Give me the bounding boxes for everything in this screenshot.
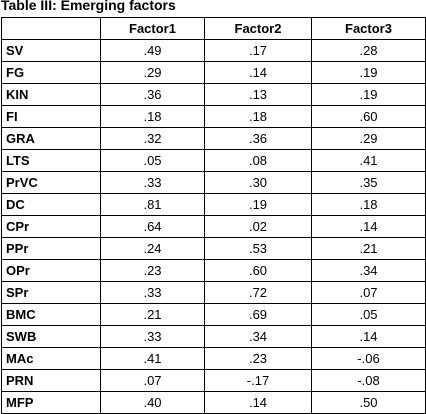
factor3-cell: .07 — [311, 281, 426, 304]
factor3-cell: .29 — [311, 127, 426, 150]
row-label-cell: SPr — [1, 281, 101, 304]
factor2-cell: -.17 — [204, 369, 312, 392]
row-label-cell: MFP — [1, 391, 101, 414]
factor3-cell: .28 — [311, 39, 426, 62]
table-row: CPr .64.02.14 — [1, 215, 426, 238]
factor2-cell: .72 — [204, 281, 312, 304]
factor1-cell: .07 — [100, 369, 205, 392]
table-row: SWB .33.34.14 — [1, 325, 426, 348]
factor3-cell: .21 — [311, 237, 426, 260]
factor2-cell: .14 — [204, 61, 312, 84]
factor2-cell: .34 — [204, 325, 312, 348]
factor1-cell: .23 — [100, 259, 205, 282]
table-row: OPr .23.60.34 — [1, 259, 426, 282]
factor1-cell: .29 — [100, 61, 205, 84]
header-cell-factor1: Factor1 — [100, 17, 205, 40]
table-row: SV .49.17.28 — [1, 39, 426, 62]
factor1-cell: .21 — [100, 303, 205, 326]
table-header: Factor1 Factor2 Factor3 — [1, 17, 426, 40]
header-cell-variable — [1, 17, 101, 40]
table-row: MAc .41.23 -.06 — [1, 347, 426, 370]
factor2-cell: .17 — [204, 39, 312, 62]
factor3-cell: .18 — [311, 193, 426, 216]
row-label-cell: CPr — [1, 215, 101, 238]
factor1-cell: .33 — [100, 171, 205, 194]
row-label-cell: MAc — [1, 347, 101, 370]
table-row: PPr .24.53.21 — [1, 237, 426, 260]
factor2-cell: .53 — [204, 237, 312, 260]
factor2-cell: .19 — [204, 193, 312, 216]
table-row: PRN .07 -.17 -.08 — [1, 369, 426, 392]
factor1-cell: .33 — [100, 325, 205, 348]
factor2-cell: .36 — [204, 127, 312, 150]
factor2-cell: .02 — [204, 215, 312, 238]
factor2-cell: .60 — [204, 259, 312, 282]
factor2-cell: .18 — [204, 105, 312, 128]
row-label-cell: BMC — [1, 303, 101, 326]
row-label-cell: SWB — [1, 325, 101, 348]
header-cell-factor2: Factor2 — [204, 17, 312, 40]
row-label-cell: PrVC — [1, 171, 101, 194]
row-label-cell: SV — [1, 39, 101, 62]
factor3-cell: .60 — [311, 105, 426, 128]
row-label-cell: GRA — [1, 127, 101, 150]
table-row: FI .18.18.60 — [1, 105, 426, 128]
factor3-cell: -.06 — [311, 347, 426, 370]
row-label-cell: DC — [1, 193, 101, 216]
factor2-cell: .14 — [204, 391, 312, 414]
header-row: Factor1 Factor2 Factor3 — [1, 17, 426, 40]
table-row: LTS .05.08.41 — [1, 149, 426, 172]
row-label-cell: OPr — [1, 259, 101, 282]
factor3-cell: .14 — [311, 215, 426, 238]
table-row: BMC .21.69.05 — [1, 303, 426, 326]
header-cell-factor3: Factor3 — [311, 17, 426, 40]
row-label-cell: PPr — [1, 237, 101, 260]
table-caption: Table III: Emerging factors — [1, 0, 176, 13]
factor1-cell: .36 — [100, 83, 205, 106]
factor3-cell: .41 — [311, 149, 426, 172]
factor1-cell: .41 — [100, 347, 205, 370]
factor1-cell: .32 — [100, 127, 205, 150]
factor1-cell: .33 — [100, 281, 205, 304]
row-label-cell: PRN — [1, 369, 101, 392]
factor3-cell: .05 — [311, 303, 426, 326]
factor2-cell: .30 — [204, 171, 312, 194]
factor3-cell: .14 — [311, 325, 426, 348]
factor2-cell: .69 — [204, 303, 312, 326]
table-body: SV .49.17.28 FG .29.14.19 KIN .36.13.19 FI .18.… — [1, 39, 426, 414]
table-row: FG .29.14.19 — [1, 61, 426, 84]
factor3-cell: -.08 — [311, 369, 426, 392]
factor2-cell: .13 — [204, 83, 312, 106]
table-row: DC .81.19.18 — [1, 193, 426, 216]
factor1-cell: .81 — [100, 193, 205, 216]
row-label-cell: KIN — [1, 83, 101, 106]
table-row: SPr .33.72.07 — [1, 281, 426, 304]
factor3-cell: .34 — [311, 259, 426, 282]
table-row: MFP .40.14.50 — [1, 391, 426, 414]
factor1-cell: .49 — [100, 39, 205, 62]
factor1-cell: .40 — [100, 391, 205, 414]
factor1-cell: .18 — [100, 105, 205, 128]
factor2-cell: .23 — [204, 347, 312, 370]
row-label-cell: FI — [1, 105, 101, 128]
row-label-cell: FG — [1, 61, 101, 84]
table-row: KIN .36.13.19 — [1, 83, 426, 106]
row-label-cell: LTS — [1, 149, 101, 172]
factor3-cell: .50 — [311, 391, 426, 414]
factor3-cell: .19 — [311, 61, 426, 84]
emerging-factors-table: Factor1 Factor2 Factor3 SV .49.17.28 FG .29… — [1, 17, 426, 414]
factor1-cell: .24 — [100, 237, 205, 260]
factor3-cell: .35 — [311, 171, 426, 194]
factor1-cell: .64 — [100, 215, 205, 238]
table-row: GRA .32.36.29 — [1, 127, 426, 150]
factor3-cell: .19 — [311, 83, 426, 106]
factor2-cell: .08 — [204, 149, 312, 172]
factor1-cell: .05 — [100, 149, 205, 172]
table-row: PrVC .33.30.35 — [1, 171, 426, 194]
